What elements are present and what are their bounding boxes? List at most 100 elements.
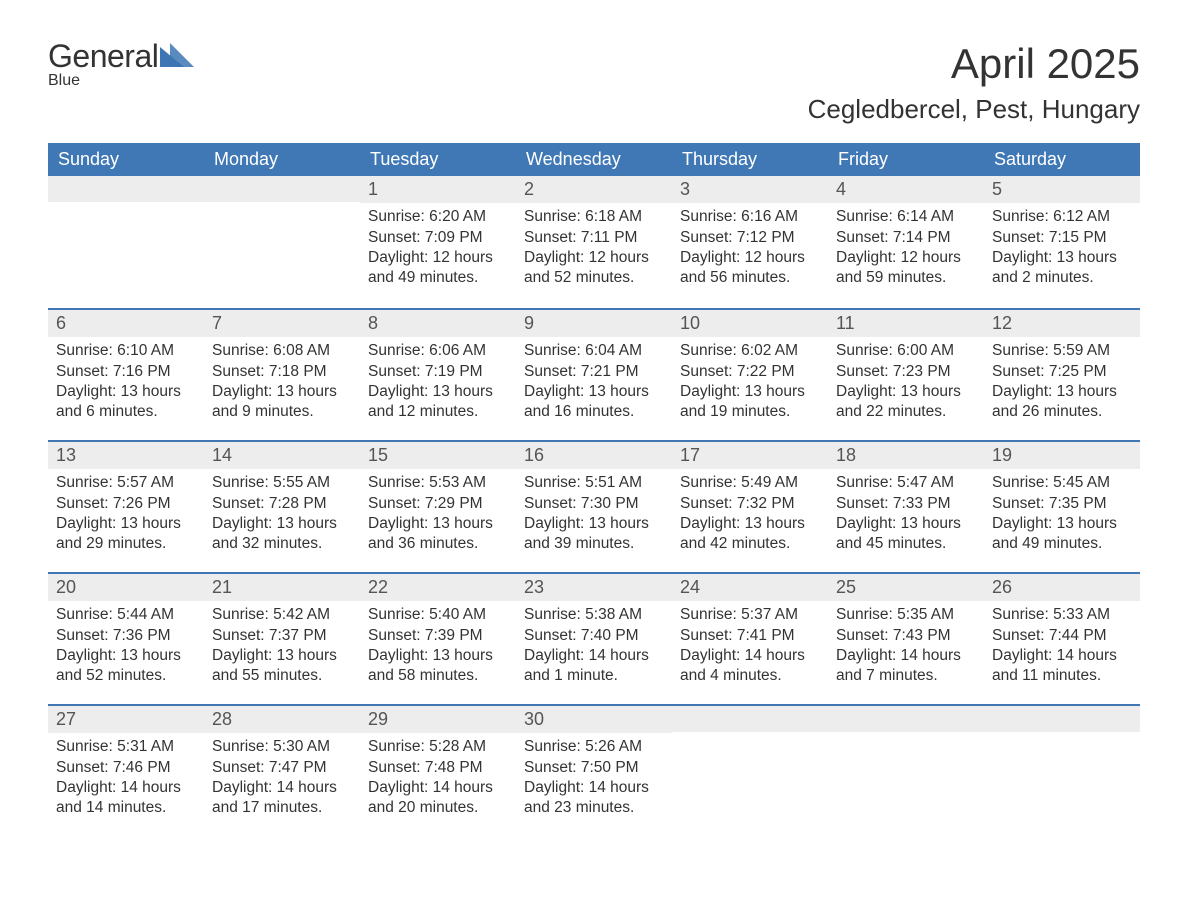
weekday-header-row: SundayMondayTuesdayWednesdayThursdayFrid… bbox=[48, 143, 1140, 176]
day-number bbox=[48, 176, 204, 202]
day-number: 6 bbox=[48, 310, 204, 337]
calendar-day: 8Sunrise: 6:06 AMSunset: 7:19 PMDaylight… bbox=[360, 310, 516, 440]
calendar-day bbox=[828, 706, 984, 836]
calendar-day: 25Sunrise: 5:35 AMSunset: 7:43 PMDayligh… bbox=[828, 574, 984, 704]
day-body: Sunrise: 6:18 AMSunset: 7:11 PMDaylight:… bbox=[516, 203, 672, 298]
sunrise-text: Sunrise: 5:31 AM bbox=[56, 737, 196, 757]
daylight-text: Daylight: 13 hours and 9 minutes. bbox=[212, 382, 352, 422]
day-number: 5 bbox=[984, 176, 1140, 203]
calendar-day: 30Sunrise: 5:26 AMSunset: 7:50 PMDayligh… bbox=[516, 706, 672, 836]
sunset-text: Sunset: 7:14 PM bbox=[836, 228, 976, 248]
logo-triangle-icon bbox=[160, 40, 194, 72]
calendar-day: 10Sunrise: 6:02 AMSunset: 7:22 PMDayligh… bbox=[672, 310, 828, 440]
calendar-day: 3Sunrise: 6:16 AMSunset: 7:12 PMDaylight… bbox=[672, 176, 828, 308]
day-number: 29 bbox=[360, 706, 516, 733]
sunset-text: Sunset: 7:35 PM bbox=[992, 494, 1132, 514]
day-body: Sunrise: 5:45 AMSunset: 7:35 PMDaylight:… bbox=[984, 469, 1140, 564]
sunrise-text: Sunrise: 5:49 AM bbox=[680, 473, 820, 493]
sunrise-text: Sunrise: 6:16 AM bbox=[680, 207, 820, 227]
calendar-day: 6Sunrise: 6:10 AMSunset: 7:16 PMDaylight… bbox=[48, 310, 204, 440]
sunset-text: Sunset: 7:25 PM bbox=[992, 362, 1132, 382]
day-body: Sunrise: 5:40 AMSunset: 7:39 PMDaylight:… bbox=[360, 601, 516, 696]
day-body: Sunrise: 5:59 AMSunset: 7:25 PMDaylight:… bbox=[984, 337, 1140, 432]
calendar-day: 29Sunrise: 5:28 AMSunset: 7:48 PMDayligh… bbox=[360, 706, 516, 836]
daylight-text: Daylight: 14 hours and 17 minutes. bbox=[212, 778, 352, 818]
day-number: 4 bbox=[828, 176, 984, 203]
sunset-text: Sunset: 7:22 PM bbox=[680, 362, 820, 382]
calendar-day: 13Sunrise: 5:57 AMSunset: 7:26 PMDayligh… bbox=[48, 442, 204, 572]
calendar-day: 7Sunrise: 6:08 AMSunset: 7:18 PMDaylight… bbox=[204, 310, 360, 440]
sunrise-text: Sunrise: 5:47 AM bbox=[836, 473, 976, 493]
calendar-day: 20Sunrise: 5:44 AMSunset: 7:36 PMDayligh… bbox=[48, 574, 204, 704]
day-body bbox=[48, 202, 204, 216]
day-number: 7 bbox=[204, 310, 360, 337]
calendar-day: 17Sunrise: 5:49 AMSunset: 7:32 PMDayligh… bbox=[672, 442, 828, 572]
day-body bbox=[984, 732, 1140, 746]
month-title: April 2025 bbox=[808, 40, 1140, 88]
calendar-day bbox=[984, 706, 1140, 836]
sunset-text: Sunset: 7:36 PM bbox=[56, 626, 196, 646]
sunrise-text: Sunrise: 6:14 AM bbox=[836, 207, 976, 227]
day-number: 26 bbox=[984, 574, 1140, 601]
calendar-day: 18Sunrise: 5:47 AMSunset: 7:33 PMDayligh… bbox=[828, 442, 984, 572]
day-body bbox=[204, 202, 360, 216]
sunrise-text: Sunrise: 6:20 AM bbox=[368, 207, 508, 227]
calendar-day: 24Sunrise: 5:37 AMSunset: 7:41 PMDayligh… bbox=[672, 574, 828, 704]
sunrise-text: Sunrise: 6:08 AM bbox=[212, 341, 352, 361]
calendar-day: 26Sunrise: 5:33 AMSunset: 7:44 PMDayligh… bbox=[984, 574, 1140, 704]
day-number: 8 bbox=[360, 310, 516, 337]
day-body: Sunrise: 5:51 AMSunset: 7:30 PMDaylight:… bbox=[516, 469, 672, 564]
calendar-day: 21Sunrise: 5:42 AMSunset: 7:37 PMDayligh… bbox=[204, 574, 360, 704]
day-body: Sunrise: 5:33 AMSunset: 7:44 PMDaylight:… bbox=[984, 601, 1140, 696]
sunrise-text: Sunrise: 6:12 AM bbox=[992, 207, 1132, 227]
daylight-text: Daylight: 13 hours and 49 minutes. bbox=[992, 514, 1132, 554]
daylight-text: Daylight: 13 hours and 19 minutes. bbox=[680, 382, 820, 422]
day-body: Sunrise: 5:26 AMSunset: 7:50 PMDaylight:… bbox=[516, 733, 672, 828]
day-number: 27 bbox=[48, 706, 204, 733]
daylight-text: Daylight: 13 hours and 26 minutes. bbox=[992, 382, 1132, 422]
daylight-text: Daylight: 13 hours and 2 minutes. bbox=[992, 248, 1132, 288]
sunset-text: Sunset: 7:09 PM bbox=[368, 228, 508, 248]
sunrise-text: Sunrise: 5:42 AM bbox=[212, 605, 352, 625]
day-body: Sunrise: 6:10 AMSunset: 7:16 PMDaylight:… bbox=[48, 337, 204, 432]
logo-word2: Blue bbox=[48, 72, 194, 90]
day-body: Sunrise: 5:38 AMSunset: 7:40 PMDaylight:… bbox=[516, 601, 672, 696]
logo: General Blue bbox=[48, 40, 194, 90]
day-number: 16 bbox=[516, 442, 672, 469]
day-number: 21 bbox=[204, 574, 360, 601]
day-body: Sunrise: 5:53 AMSunset: 7:29 PMDaylight:… bbox=[360, 469, 516, 564]
sunset-text: Sunset: 7:43 PM bbox=[836, 626, 976, 646]
day-body: Sunrise: 6:12 AMSunset: 7:15 PMDaylight:… bbox=[984, 203, 1140, 298]
weekday-header: Saturday bbox=[984, 143, 1140, 176]
sunrise-text: Sunrise: 5:37 AM bbox=[680, 605, 820, 625]
daylight-text: Daylight: 14 hours and 1 minute. bbox=[524, 646, 664, 686]
day-body: Sunrise: 5:49 AMSunset: 7:32 PMDaylight:… bbox=[672, 469, 828, 564]
weekday-header: Sunday bbox=[48, 143, 204, 176]
day-number: 17 bbox=[672, 442, 828, 469]
daylight-text: Daylight: 13 hours and 6 minutes. bbox=[56, 382, 196, 422]
sunset-text: Sunset: 7:44 PM bbox=[992, 626, 1132, 646]
day-number: 25 bbox=[828, 574, 984, 601]
day-body: Sunrise: 6:08 AMSunset: 7:18 PMDaylight:… bbox=[204, 337, 360, 432]
day-body: Sunrise: 6:04 AMSunset: 7:21 PMDaylight:… bbox=[516, 337, 672, 432]
day-number bbox=[984, 706, 1140, 732]
sunrise-text: Sunrise: 6:10 AM bbox=[56, 341, 196, 361]
weekday-header: Friday bbox=[828, 143, 984, 176]
day-number: 22 bbox=[360, 574, 516, 601]
daylight-text: Daylight: 14 hours and 4 minutes. bbox=[680, 646, 820, 686]
daylight-text: Daylight: 14 hours and 14 minutes. bbox=[56, 778, 196, 818]
daylight-text: Daylight: 13 hours and 55 minutes. bbox=[212, 646, 352, 686]
day-body: Sunrise: 6:00 AMSunset: 7:23 PMDaylight:… bbox=[828, 337, 984, 432]
sunset-text: Sunset: 7:32 PM bbox=[680, 494, 820, 514]
sunrise-text: Sunrise: 5:38 AM bbox=[524, 605, 664, 625]
sunset-text: Sunset: 7:12 PM bbox=[680, 228, 820, 248]
weekday-header: Tuesday bbox=[360, 143, 516, 176]
sunrise-text: Sunrise: 6:00 AM bbox=[836, 341, 976, 361]
sunset-text: Sunset: 7:41 PM bbox=[680, 626, 820, 646]
sunset-text: Sunset: 7:26 PM bbox=[56, 494, 196, 514]
sunset-text: Sunset: 7:16 PM bbox=[56, 362, 196, 382]
weekday-header: Monday bbox=[204, 143, 360, 176]
calendar-day: 4Sunrise: 6:14 AMSunset: 7:14 PMDaylight… bbox=[828, 176, 984, 308]
sunset-text: Sunset: 7:29 PM bbox=[368, 494, 508, 514]
day-number: 18 bbox=[828, 442, 984, 469]
